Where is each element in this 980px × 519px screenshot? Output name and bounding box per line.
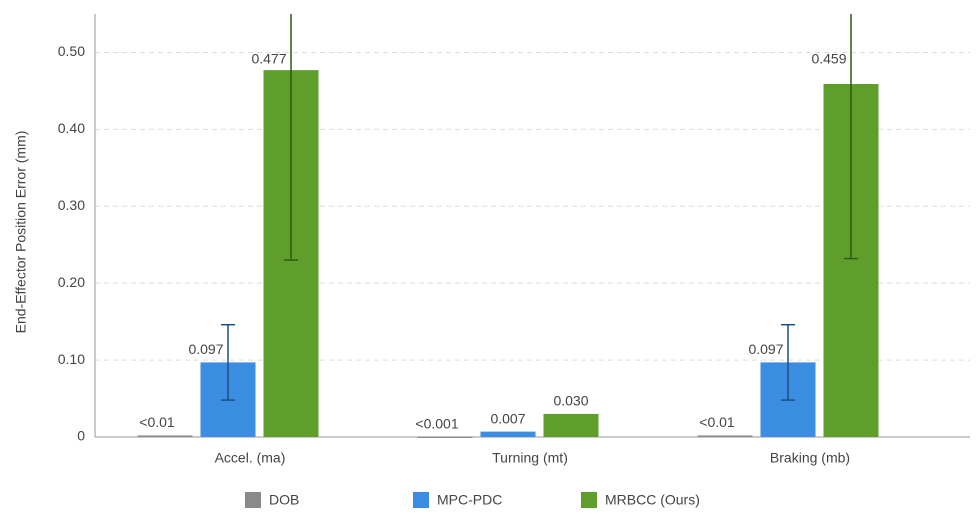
y-tick-label: 0.30: [58, 197, 85, 213]
bar: [543, 413, 599, 437]
legend-swatch: [245, 492, 261, 508]
bar: [480, 431, 536, 437]
value-label: 0.459: [811, 51, 846, 67]
x-tick-label: Turning (mt): [492, 450, 568, 466]
bar: [697, 435, 753, 437]
bar: [137, 435, 193, 437]
value-label: <0.001: [415, 415, 458, 431]
y-tick-label: 0: [77, 428, 85, 444]
value-label: <0.01: [699, 414, 735, 430]
legend-label: MPC-PDC: [437, 492, 502, 508]
value-label: 0.477: [251, 51, 286, 67]
y-tick-label: 0.50: [58, 43, 85, 59]
x-tick-label: Accel. (ma): [215, 450, 286, 466]
value-label: <0.01: [139, 414, 175, 430]
legend-label: MRBCC (Ours): [605, 492, 700, 508]
value-label: 0.030: [553, 393, 588, 409]
y-tick-label: 0.40: [58, 120, 85, 136]
y-tick-label: 0.10: [58, 351, 85, 367]
legend-swatch: [581, 492, 597, 508]
x-tick-label: Braking (mb): [770, 450, 850, 466]
y-tick-label: 0.20: [58, 274, 85, 290]
plot-area: [137, 14, 879, 438]
bar: [417, 436, 473, 438]
value-label: 0.097: [188, 341, 223, 357]
legend-swatch: [413, 492, 429, 508]
y-axis-label: End-Effector Position Error (mm): [13, 131, 29, 334]
legend-label: DOB: [269, 492, 299, 508]
value-label: 0.007: [490, 410, 525, 426]
value-label: 0.097: [748, 341, 783, 357]
